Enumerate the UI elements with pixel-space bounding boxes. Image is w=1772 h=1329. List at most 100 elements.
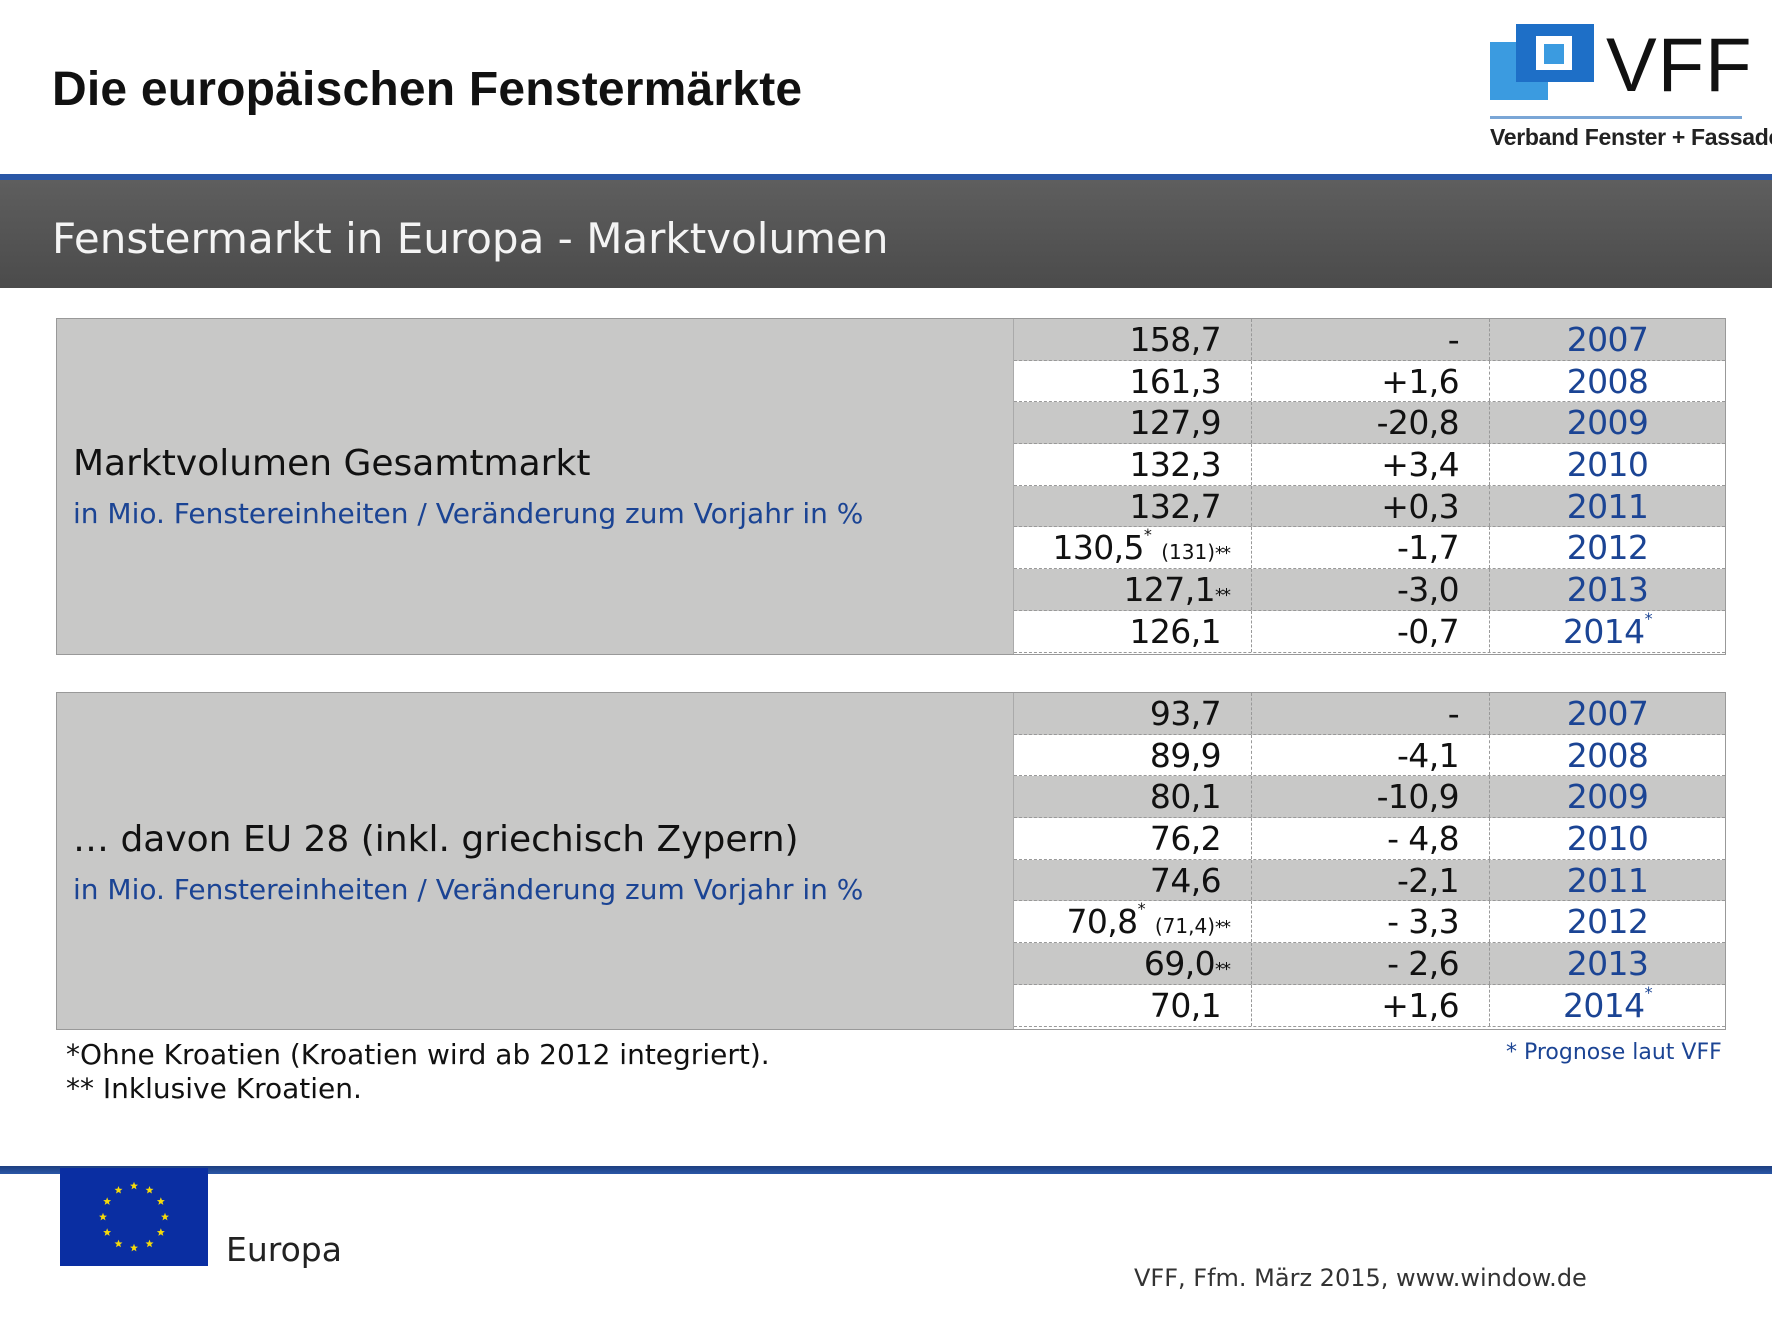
year-cell: 2008 (1490, 735, 1725, 776)
eu-star-icon (145, 1185, 154, 1194)
eu-star-icon (103, 1197, 112, 1205)
year-number: 2008 (1566, 735, 1649, 775)
value-cell: 127,1** (1014, 569, 1252, 610)
eu-star-icon (99, 1212, 107, 1221)
table-label-panel: … davon EU 28 (inkl. griechisch Zypern) … (57, 693, 1014, 1029)
value-double-star: ** (1215, 585, 1231, 607)
vff-logo-subtitle: Verband Fenster + Fassade (1490, 124, 1772, 150)
value-alternate: (131) (1161, 540, 1215, 565)
value-number: 161,3 (1129, 361, 1222, 401)
value-double-star: ** (1215, 917, 1231, 939)
value-alternate: (71,4) (1154, 914, 1215, 939)
table-row: 126,1 -0,7 2014* (1014, 608, 1725, 653)
value-number: 158,7 (1129, 320, 1222, 359)
year-number: 2010 (1566, 445, 1649, 485)
year-number: 2008 (1566, 361, 1649, 401)
change-cell: +1,6 (1252, 360, 1490, 402)
table-row: 80,1 -10,9 2009 (1014, 776, 1725, 819)
year-number: 2011 (1566, 486, 1649, 526)
eu-star-icon (130, 1181, 138, 1190)
value-number: 132,7 (1129, 486, 1222, 526)
value-number: 126,1 (1129, 611, 1222, 651)
year-cell: 2011 (1490, 486, 1725, 527)
value-number: 127,9 (1129, 403, 1222, 443)
change-cell: - (1252, 319, 1490, 360)
value-cell: 132,7 (1014, 485, 1252, 527)
change-cell: - 4,8 (1252, 818, 1490, 859)
table-rows: 158,7-2007 161,3 +1,6 2008 127,9 -20,8 2009 132… (1014, 319, 1725, 654)
eu-star-icon (103, 1228, 112, 1236)
value-number: 70,8 (1066, 902, 1138, 942)
table-row: 132,3 +3,4 2010 (1014, 444, 1725, 486)
value-cell: 158,7 (1014, 319, 1252, 360)
value-footnote-mark: * (1143, 525, 1152, 545)
page-title: Die europäischen Fenstermärkte (52, 63, 803, 116)
value-double-star: ** (1215, 543, 1231, 565)
year-cell: 2014* (1490, 982, 1725, 1026)
value-cell: 74,6 (1014, 859, 1252, 901)
value-number: 93,7 (1149, 694, 1222, 733)
table-row: 158,7- 2007 (1014, 319, 1725, 361)
year-number: 2014 (1563, 611, 1645, 651)
vff-logo: VFF Verband Fenster + Fassade (1490, 20, 1772, 150)
value-cell: 89,9 (1014, 734, 1252, 776)
header-accent-line (0, 174, 1772, 180)
year-cell: 2013 (1490, 943, 1725, 984)
year-cell: 2007 (1490, 319, 1725, 360)
year-forecast-mark: * (1644, 982, 1653, 1002)
source-line: VFF, Ffm. März 2015, www.window.de (1134, 1264, 1587, 1292)
year-number: 2011 (1566, 860, 1649, 900)
year-cell: 2008 (1490, 361, 1725, 402)
value-cell: 70,1 (1014, 984, 1252, 1026)
value-cell: 130,5* (131)** (1014, 525, 1252, 569)
table-label-sub: in Mio. Fenstereinheiten / Veränderung z… (73, 497, 864, 530)
eu-star-icon (114, 1185, 123, 1194)
value-number: 74,6 (1149, 860, 1222, 900)
value-cell: 132,3 (1014, 444, 1252, 485)
change-cell: -2,1 (1252, 859, 1490, 901)
section-header-title: Fenstermarkt in Europa - Marktvolumen (52, 214, 889, 263)
section-header-bar: Fenstermarkt in Europa - Marktvolumen (0, 180, 1772, 288)
change-cell: - 2,6 (1252, 943, 1490, 984)
value-cell: 126,1 (1014, 610, 1252, 652)
vff-logo-text: VFF (1606, 23, 1753, 108)
table-label-main: Marktvolumen Gesamtmarkt (73, 443, 591, 484)
value-number: 130,5 (1052, 528, 1144, 568)
table-row: 132,7 +0,3 2011 (1014, 485, 1725, 528)
value-cell: 76,2 (1014, 818, 1252, 859)
change-cell: +1,6 (1252, 984, 1490, 1026)
year-number: 2014 (1563, 985, 1645, 1025)
table-rows: 93,7- 2007 89,9 -4,1 2008 80,1 -10,9 2009 76,2 - … (1014, 693, 1725, 1029)
value-cell: 161,3 (1014, 360, 1252, 402)
table-row: 74,6 -2,1 2011 (1014, 859, 1725, 902)
value-number: 80,1 (1149, 777, 1222, 817)
value-number: 76,2 (1149, 819, 1222, 859)
change-cell: -20,8 (1252, 402, 1490, 444)
change-cell: +0,3 (1252, 485, 1490, 527)
value-cell: 70,8* (71,4)** (1014, 899, 1252, 943)
change-cell: -10,9 (1252, 776, 1490, 818)
change-cell: -3,0 (1252, 569, 1490, 610)
table-row: 127,1** -3,0 2013 (1014, 569, 1725, 611)
footer-accent-line (0, 1166, 1772, 1174)
year-cell: 2009 (1490, 776, 1725, 817)
value-number: 70,1 (1149, 985, 1222, 1025)
year-cell: 2012 (1490, 527, 1725, 568)
value-cell: 80,1 (1014, 776, 1252, 818)
table-gesamtmarkt: Marktvolumen Gesamtmarkt in Mio. Fenster… (56, 318, 1726, 655)
footnote-ohne-kroatien: *Ohne Kroatien (Kroatien wird ab 2012 in… (66, 1038, 770, 1071)
table-row: 161,3 +1,6 2008 (1014, 360, 1725, 403)
table-label-panel: Marktvolumen Gesamtmarkt in Mio. Fenster… (57, 319, 1014, 654)
year-number: 2009 (1566, 403, 1649, 443)
value-double-star: ** (1215, 959, 1231, 981)
year-cell: 2013 (1490, 569, 1725, 610)
year-forecast-mark: * (1644, 608, 1653, 628)
year-cell: 2007 (1490, 693, 1725, 734)
change-cell: +3,4 (1252, 444, 1490, 485)
change-cell: - (1252, 693, 1490, 734)
europa-label: Europa (226, 1230, 342, 1269)
eu-star-icon (114, 1239, 123, 1248)
table-row: 70,8* (71,4)** - 3,3 2012 (1014, 899, 1725, 944)
value-cell: 69,0** (1014, 943, 1252, 984)
eu-star-icon (130, 1243, 138, 1252)
